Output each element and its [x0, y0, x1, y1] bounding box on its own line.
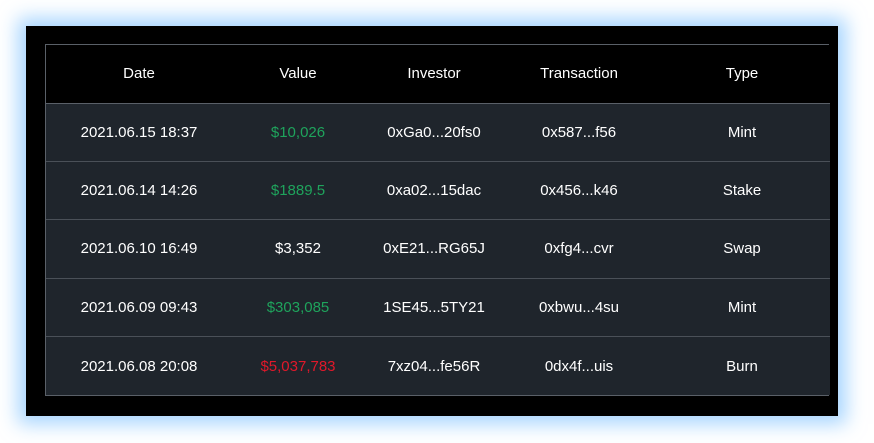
cell-transaction: 0xbwu...4su: [504, 278, 654, 338]
cell-date: 2021.06.15 18:37: [46, 103, 232, 162]
cell-value: $3,352: [232, 219, 364, 279]
cell-value: $303,085: [232, 278, 364, 338]
table-row: 2021.06.15 18:37 $10,026 0xGa0...20fs0 0…: [46, 103, 830, 162]
cell-type: Swap: [654, 219, 830, 279]
cell-type: Stake: [654, 161, 830, 221]
header-transaction: Transaction: [504, 45, 654, 104]
cell-investor: 1SE45...5TY21: [364, 278, 504, 338]
transactions-table-container: Date Value Investor Transaction Type 202…: [45, 44, 830, 396]
cell-investor: 0xa02...15dac: [364, 161, 504, 221]
transactions-table: Date Value Investor Transaction Type 202…: [46, 45, 830, 395]
table-row: 2021.06.14 14:26 $1889.5 0xa02...15dac 0…: [46, 161, 830, 221]
cell-investor: 0xGa0...20fs0: [364, 103, 504, 162]
header-investor: Investor: [364, 45, 504, 104]
header-date: Date: [46, 45, 232, 104]
cell-investor: 0xE21...RG65J: [364, 219, 504, 279]
cell-date: 2021.06.09 09:43: [46, 278, 232, 338]
cell-type: Mint: [654, 103, 830, 162]
cell-transaction: 0xfg4...cvr: [504, 219, 654, 279]
cell-transaction: 0dx4f...uis: [544, 357, 614, 375]
table-row: 2021.06.10 16:49 $3,352 0xE21...RG65J 0x…: [46, 219, 830, 279]
cell-transaction: 0x587...f56: [504, 103, 654, 162]
table-row: 2021.06.09 09:43 $303,085 1SE45...5TY21 …: [46, 278, 830, 338]
table-header-row: Date Value Investor Transaction Type: [46, 45, 830, 104]
cell-date: 2021.06.14 14:26: [46, 161, 232, 221]
cell-investor: 7xz04...fe56R: [387, 357, 481, 375]
header-type: Type: [654, 45, 830, 104]
cell-value: $5,037,783: [260, 357, 336, 375]
header-value: Value: [232, 45, 364, 104]
cell-date: 2021.06.10 16:49: [46, 219, 232, 279]
cell-type: Burn: [726, 357, 758, 375]
table-row: 2021.06.08 20:08 $5,037,783 7xz04...fe56…: [46, 336, 830, 395]
cell-date: 2021.06.08 20:08: [80, 357, 198, 375]
cell-transaction: 0x456...k46: [504, 161, 654, 221]
cell-type: Mint: [654, 278, 830, 338]
cell-value: $10,026: [232, 103, 364, 162]
cell-value: $1889.5: [232, 161, 364, 221]
